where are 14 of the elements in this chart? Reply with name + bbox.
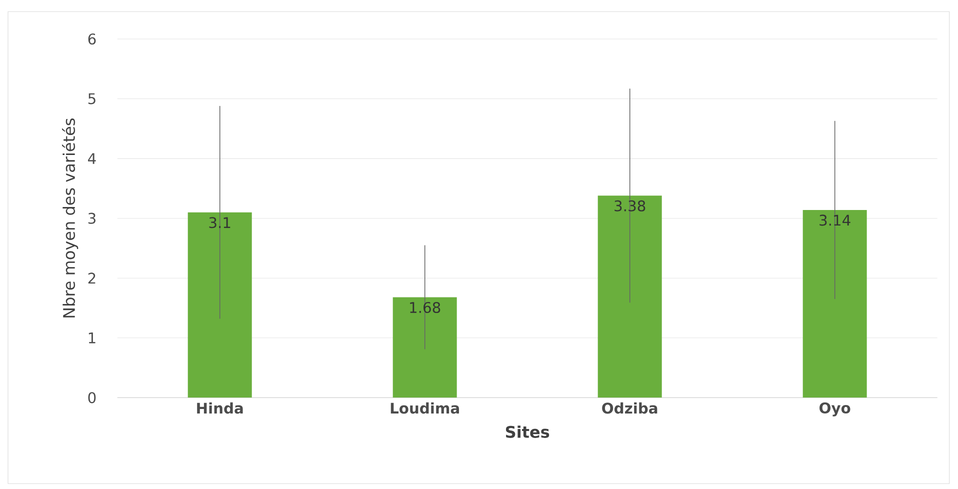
- x-tick-label: Oyo: [820, 402, 850, 416]
- x-tick-label: Loudima: [390, 402, 459, 414]
- y-tick-label: 4: [88, 153, 96, 164]
- y-tick-label: 6: [88, 33, 96, 45]
- y-tick-label: 5: [88, 93, 96, 104]
- y-tick-label: 0: [88, 392, 96, 404]
- y-tick-label: 1: [88, 332, 96, 344]
- bar: [802, 210, 867, 398]
- y-tick-label: 3: [88, 212, 96, 224]
- x-tick-label: Odziba: [602, 402, 658, 414]
- x-axis-title: Sites: [506, 426, 550, 438]
- y-tick-label: 2: [88, 272, 96, 284]
- y-axis-title: Nbre moyen des variétés: [62, 118, 78, 318]
- x-tick-label: Hinda: [197, 402, 243, 414]
